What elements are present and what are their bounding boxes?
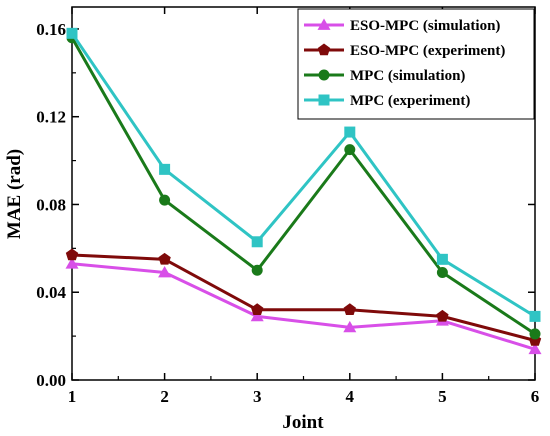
series-3	[66, 27, 541, 322]
y-tick-label: 0.04	[36, 283, 66, 302]
data-point	[436, 253, 448, 265]
data-point	[159, 194, 171, 206]
legend: ESO-MPC (simulation) ESO-MPC (experiment)…	[297, 8, 535, 120]
legend-marker	[318, 94, 330, 106]
x-tick-label: 6	[531, 387, 540, 406]
data-point	[159, 163, 171, 175]
series-line	[71, 253, 536, 342]
y-tick-label: 0.08	[36, 195, 66, 214]
series-line	[70, 36, 536, 336]
y-tick-label: 0.12	[36, 108, 66, 127]
y-tick-label: 0.00	[36, 371, 66, 390]
data-point	[250, 309, 264, 322]
data-point	[65, 257, 79, 269]
x-tick-label: 3	[253, 387, 262, 406]
data-point	[344, 126, 356, 138]
data-point	[436, 309, 449, 322]
series-line	[70, 32, 536, 318]
series-layer	[65, 27, 542, 355]
y-axis-title: MAE (rad)	[4, 149, 25, 239]
x-tick-label: 1	[68, 387, 77, 406]
y-axis-ticks: 0.00 0.04 0.08 0.12 0.16	[36, 20, 535, 390]
data-point	[65, 248, 79, 261]
data-point	[529, 310, 541, 322]
data-point	[158, 252, 171, 265]
legend-item: ESO-MPC (simulation)	[304, 18, 500, 34]
legend-item: MPC (simulation)	[304, 68, 465, 84]
data-point	[251, 303, 264, 316]
legend-label: MPC (simulation)	[350, 68, 465, 84]
legend-marker	[317, 18, 331, 30]
data-point	[343, 303, 356, 316]
legend-item: ESO-MPC (experiment)	[304, 43, 505, 59]
series-2	[66, 32, 541, 340]
data-point	[529, 328, 541, 340]
x-tick-label: 2	[160, 387, 169, 406]
data-point	[436, 266, 448, 278]
legend-label: ESO-MPC (simulation)	[350, 18, 500, 34]
series-1	[65, 248, 542, 346]
data-point	[158, 265, 172, 278]
x-tick-label: 4	[346, 387, 355, 406]
data-point	[251, 264, 263, 276]
data-point	[344, 144, 356, 156]
series-0	[65, 257, 542, 355]
data-point	[528, 342, 542, 355]
legend-marker	[317, 43, 331, 56]
series-line	[71, 262, 536, 351]
data-point	[343, 320, 357, 333]
data-point	[251, 236, 263, 248]
legend-label: ESO-MPC (experiment)	[350, 43, 505, 59]
x-axis-title: Joint	[282, 412, 324, 433]
legend-label: MPC (experiment)	[350, 93, 470, 109]
legend-marker	[318, 69, 330, 81]
data-point	[66, 27, 78, 39]
y-tick-label: 0.16	[36, 20, 66, 39]
legend-item: MPC (experiment)	[304, 93, 470, 109]
x-tick-label: 5	[438, 387, 447, 406]
